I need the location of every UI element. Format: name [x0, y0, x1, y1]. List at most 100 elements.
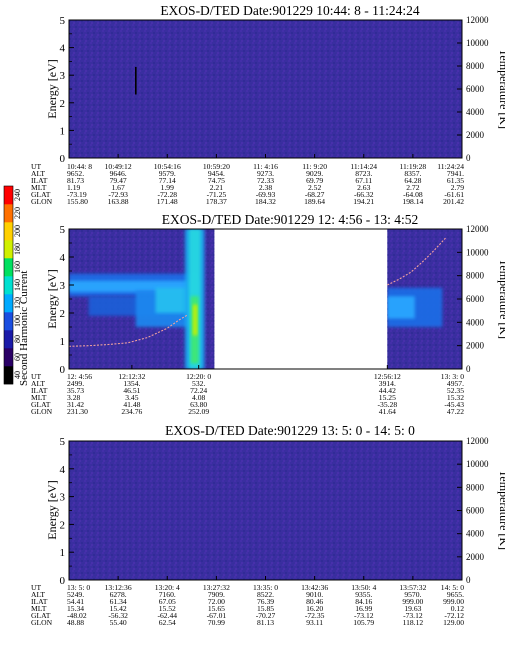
- ephemeris-value: 999.00: [402, 597, 423, 606]
- panel-2-title: EXOS-D/TED Date:901229 12: 4:56 - 13: 4:…: [162, 212, 418, 227]
- ephemeris-value: 44.42: [379, 386, 396, 395]
- temperature-tick-label: 4000: [466, 107, 485, 117]
- temperature-tick-label: 6000: [466, 506, 485, 516]
- colorbar-cell-7: [4, 240, 13, 259]
- colorbar-cell-3: [4, 312, 13, 331]
- ephemeris-value: 19.63: [404, 604, 421, 613]
- ephemeris-value: 234.76: [121, 407, 142, 416]
- ephemeris-value: 7909.: [208, 590, 225, 599]
- ephemeris-value: 163.88: [108, 197, 129, 206]
- temperature-tick-label: 8000: [466, 61, 485, 71]
- ephemeris-value: 8522.: [257, 590, 274, 599]
- temperature-tick-label: 12000: [466, 224, 489, 234]
- ephemeris-row-label: MLT: [31, 393, 47, 402]
- ephemeris-value: 11:19:28: [400, 162, 427, 171]
- ephemeris-value: 4957.: [447, 379, 464, 388]
- temperature-tick-label: 0: [466, 575, 471, 585]
- ephemeris-value: 16.20: [306, 604, 323, 613]
- ephemeris-value: 13: 3: 0: [441, 372, 464, 381]
- panel-3-title: EXOS-D/TED Date:901229 13: 5: 0 - 14: 5:…: [165, 423, 415, 438]
- ephemeris-value: 9355.: [355, 590, 372, 599]
- ephemeris-value: -72.35: [305, 611, 325, 620]
- ephemeris-value: 7160.: [159, 590, 176, 599]
- ephemeris-value: -66.32: [354, 190, 374, 199]
- ephemeris-value: 81.73: [67, 176, 84, 185]
- ephemeris-value: 3.28: [67, 393, 80, 402]
- ephemeris-value: 61.34: [110, 597, 127, 606]
- ephemeris-value: 14: 5: 0: [441, 583, 464, 592]
- colorbar-tick-label: 140: [13, 279, 22, 291]
- ephemeris-value: 72.24: [190, 386, 207, 395]
- colorbar-tick-label: 240: [13, 189, 22, 201]
- ephemeris-value: 12:56:12: [374, 372, 401, 381]
- ephemeris-row-label: UT: [31, 162, 41, 171]
- intensity-region: [69, 280, 199, 292]
- colorbar-ticks: 40 60 80 100 120 140 160 180 200 220 240: [13, 189, 22, 379]
- ephemeris-row-label: GLON: [31, 197, 53, 206]
- ephemeris-value: 76.39: [257, 597, 274, 606]
- ephemeris-value: 194.21: [353, 197, 374, 206]
- ephemeris-value: -71.25: [207, 190, 227, 199]
- ephemeris-value: -72.93: [108, 190, 128, 199]
- colorbar-cell-0: [4, 366, 13, 385]
- ephemeris-value: 54.41: [67, 597, 84, 606]
- temperature-tick-label: 0: [466, 364, 471, 374]
- ephemeris-row-label: UT: [31, 372, 41, 381]
- ephemeris-row-label: UT: [31, 583, 41, 592]
- temperature-tick-label: 10000: [466, 459, 489, 469]
- colorbar-tick-label: 220: [13, 207, 22, 219]
- colorbar-cell-10: [4, 186, 13, 205]
- ephemeris-value: -72.28: [157, 190, 177, 199]
- energy-tick-label: 3: [60, 70, 66, 82]
- ephemeris-value: 10:59:20: [203, 162, 230, 171]
- ephemeris-value: 11: 4:16: [253, 162, 278, 171]
- ephemeris-value: -69.93: [256, 190, 276, 199]
- ephemeris-value: 2499.: [67, 379, 84, 388]
- ephemeris-row-label: ALT: [31, 590, 45, 599]
- ephemeris-value: 15.25: [379, 393, 396, 402]
- ephemeris-row-label: ILAT: [31, 597, 48, 606]
- ephemeris-value: 178.37: [206, 197, 227, 206]
- panel-3-ylabel: Energy [eV]: [45, 480, 59, 539]
- ephemeris-value: -45.43: [444, 400, 464, 409]
- ephemeris-row-label: GLON: [31, 407, 53, 416]
- energy-tick-label: 0: [60, 364, 66, 376]
- ephemeris-value: 2.38: [259, 183, 272, 192]
- ephemeris-value: 9273.: [257, 169, 274, 178]
- ephemeris-value: 52.35: [447, 386, 464, 395]
- energy-tick-label: 5: [60, 15, 66, 27]
- temperature-tick-label: 6000: [466, 84, 485, 94]
- panel-3-plot: 0 1 2 3 4 5 0 2000 4000 6000 8000 10000 12000: [60, 436, 490, 587]
- intensity-region: [387, 296, 415, 319]
- ephemeris-value: 198.14: [402, 197, 423, 206]
- panel-2-ylabel: Energy [eV]: [45, 269, 59, 328]
- ephemeris-value: 15.32: [447, 393, 464, 402]
- energy-tick-label: 2: [60, 519, 66, 531]
- ephemeris-value: 10:54:16: [154, 162, 181, 171]
- ephemeris-value: 6278.: [110, 590, 127, 599]
- temperature-tick-label: 4000: [466, 529, 485, 539]
- ephemeris-value: 2.21: [210, 183, 223, 192]
- temperature-tick-label: 12000: [466, 15, 489, 25]
- colorbar-cell-8: [4, 222, 13, 241]
- ephemeris-value: 69.79: [306, 176, 323, 185]
- ephemeris-value: 61.35: [447, 176, 464, 185]
- panel-2-plot: 0 1 2 3 4 5 0 2000 4000 6000 8000 10000 12000: [60, 224, 490, 376]
- ephemeris-row-label: ALT: [31, 379, 45, 388]
- colorbar-tick-label: 160: [13, 261, 22, 273]
- ephemeris-value: 9010.: [306, 590, 323, 599]
- ephemeris-value: 118.12: [403, 618, 424, 627]
- ephemeris-value: 46.51: [123, 386, 140, 395]
- ephemeris-value: 13: 5: 0: [67, 583, 90, 592]
- ephemeris-value: 9646.: [110, 169, 127, 178]
- ephemeris-value: 12: 4:56: [67, 372, 92, 381]
- energy-tick-label: 3: [60, 492, 66, 504]
- colorbar-cell-9: [4, 204, 13, 223]
- energy-tick-label: 1: [60, 125, 66, 137]
- temperature-tick-label: 2000: [466, 341, 485, 351]
- energy-tick-label: 0: [60, 153, 66, 165]
- colorbar: 40 60 80 100 120 140 160 180 200 220 240 Second Ha…: [3, 185, 30, 386]
- data-segment-texture: [69, 441, 462, 580]
- ephemeris-value: -62.44: [157, 611, 177, 620]
